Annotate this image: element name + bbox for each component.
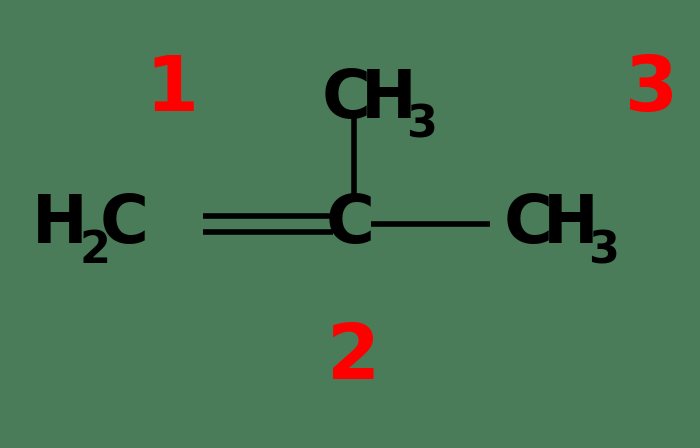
Text: 2: 2 xyxy=(327,321,380,396)
Text: 3: 3 xyxy=(624,52,678,127)
Text: C: C xyxy=(504,191,553,257)
Text: H: H xyxy=(32,191,88,257)
Text: 3: 3 xyxy=(406,104,437,147)
Text: C: C xyxy=(326,191,374,257)
Text: 3: 3 xyxy=(588,229,619,272)
Text: C: C xyxy=(100,191,149,257)
Text: C: C xyxy=(322,65,371,132)
Text: 1: 1 xyxy=(145,52,198,127)
Text: H: H xyxy=(542,191,598,257)
Text: H: H xyxy=(360,65,416,132)
Text: 2: 2 xyxy=(79,229,110,272)
